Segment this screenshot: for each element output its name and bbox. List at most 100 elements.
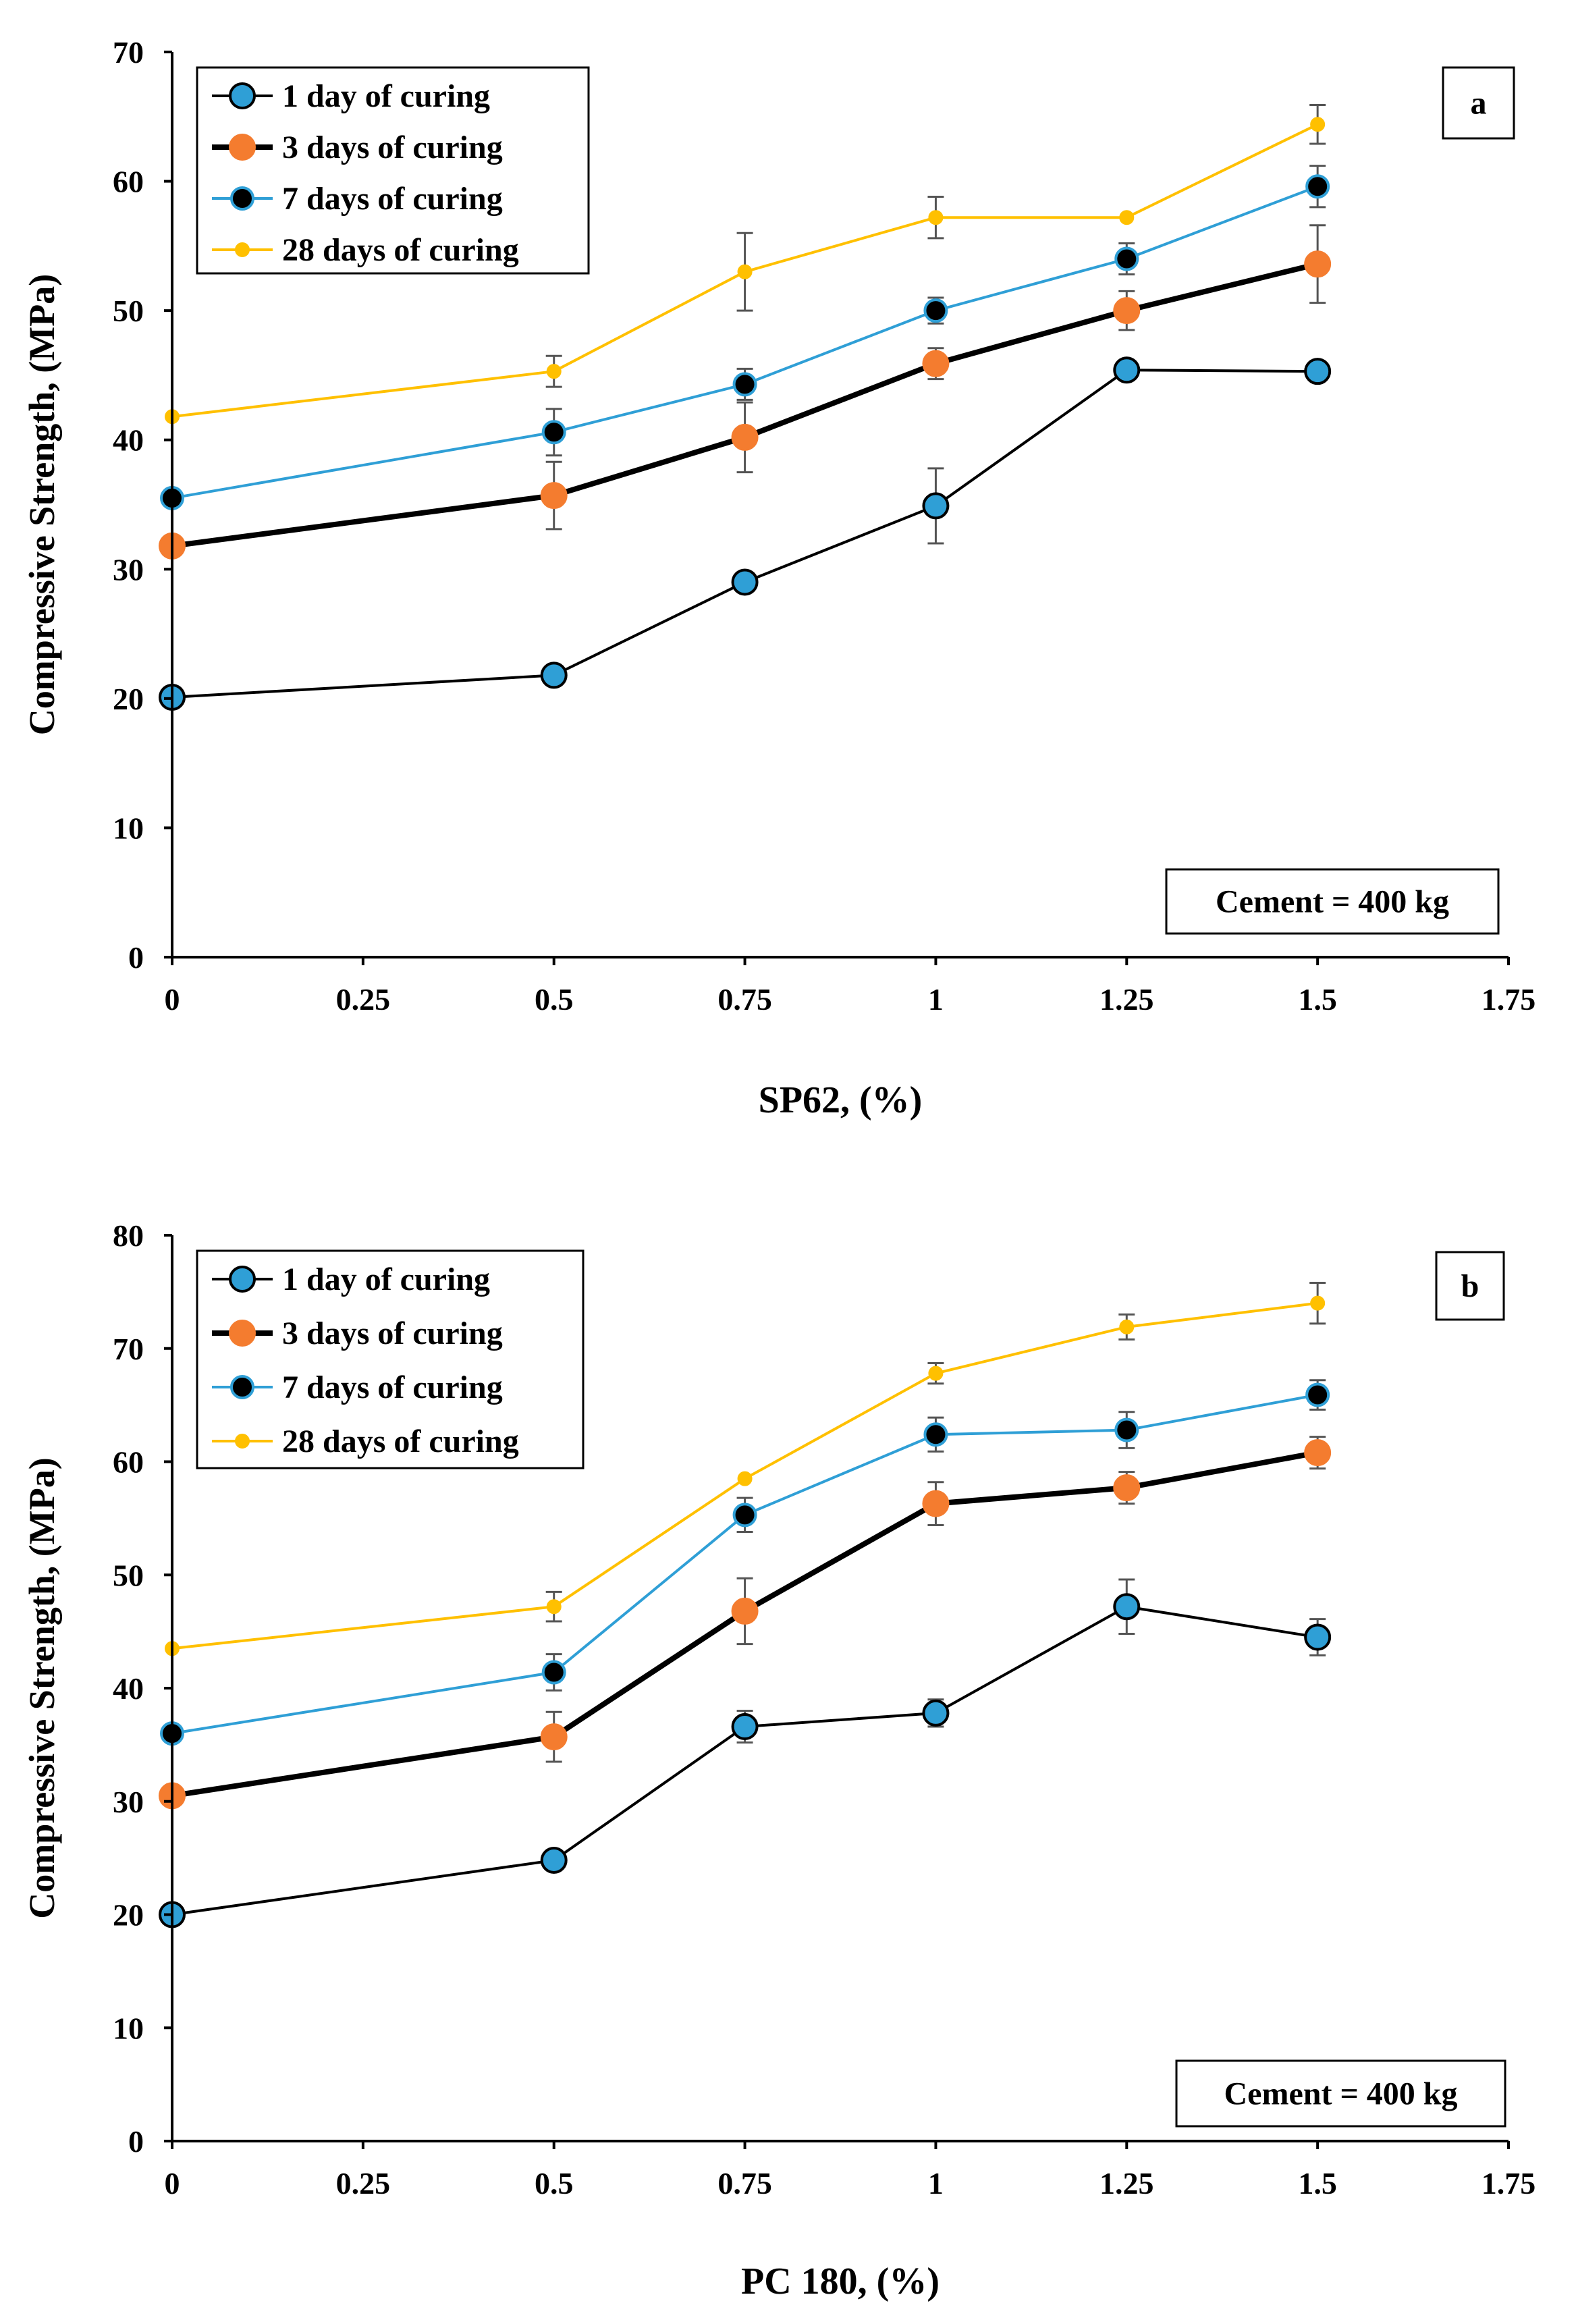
- y-tick-label: 20: [113, 1898, 144, 1933]
- y-tick-label: 30: [113, 1785, 144, 1819]
- series-1-day-of-curing-point: [731, 1713, 759, 1741]
- x-tick-label: 1.25: [1099, 982, 1154, 1017]
- series-28-days-of-curing-point: [1310, 117, 1326, 132]
- y-tick-label: 30: [113, 552, 144, 587]
- series-7-days-of-curing-point: [1305, 1382, 1330, 1407]
- legend-entry-label: 1 day of curing: [282, 78, 490, 114]
- legend-marker-swatch: [229, 134, 256, 161]
- series-1-day-of-curing-point: [540, 1846, 568, 1874]
- series-1-day-of-curing-line: [171, 1605, 1318, 1916]
- legend-entry-label: 28 days of curing: [282, 232, 519, 268]
- panel-label-frame: [1442, 66, 1515, 140]
- series-3-days-of-curing-point: [1113, 1474, 1141, 1502]
- annotation-text: Cement = 400 kg: [1216, 884, 1449, 920]
- series-1-day-of-curing-point: [540, 661, 568, 689]
- tick-label-layer: 0 10 20 30 40 50 60 70 80 0 0.25 0.5 0.75 1 1.25 1.5 1.7…: [113, 1218, 1536, 2200]
- series-1-day-of-curing-point: [731, 568, 759, 596]
- panel-label-box: a: [1442, 66, 1515, 140]
- x-tick-label: 0.5: [535, 2166, 574, 2200]
- y-tick-label: 40: [113, 423, 144, 458]
- series-28-days-of-curing-point: [546, 1599, 562, 1615]
- y-tick-label: 70: [113, 1332, 144, 1366]
- series-28-days-of-curing-point: [1119, 210, 1135, 225]
- x-tick-label: 0.25: [336, 982, 391, 1017]
- series-28-days-of-curing-point: [546, 364, 562, 379]
- series-1-day-of-curing-line: [171, 369, 1318, 699]
- x-axis-label: PC 180, (%): [741, 2261, 940, 2302]
- y-tick-label: 10: [113, 2011, 144, 2045]
- y-axis-label: Compressive Strength, (MPa): [22, 274, 62, 735]
- y-tick-label: 80: [113, 1218, 144, 1253]
- series-7-days-of-curing-point: [1114, 1417, 1139, 1442]
- series-28-days-of-curing-point: [737, 1471, 753, 1486]
- series-28-days-of-curing-point: [1310, 1295, 1326, 1311]
- y-tick-label: 0: [128, 2124, 144, 2159]
- tick-label-layer: 0 10 20 30 40 50 60 70 0 0.25 0.5 0.75 1 1.25 1.5 1.75: [113, 35, 1536, 1017]
- legend-marker-swatch: [229, 1266, 256, 1293]
- series-3-days-of-curing-point: [1304, 250, 1332, 278]
- annotation-box: Cement = 400 kg: [1165, 868, 1500, 935]
- series-3-days-of-curing-point: [540, 1723, 568, 1751]
- annotation-frame: [1175, 2059, 1506, 2128]
- y-tick-label: 60: [113, 165, 144, 199]
- marker-layer: [159, 1295, 1332, 1928]
- y-tick-label: 10: [113, 811, 144, 845]
- chart-panel-b: 0 10 20 30 40 50 60 70 80 0 0.25 0.5 0.75 1 1.25 1.5 1.7…: [22, 1218, 1536, 2302]
- legend-frame: [196, 66, 590, 275]
- series-3-days-of-curing-point: [731, 1597, 759, 1625]
- x-tick-label: 1: [928, 2166, 944, 2200]
- x-tick-label: 0.25: [336, 2166, 391, 2200]
- series-7-days-of-curing-point: [732, 372, 757, 397]
- axis-layer: [164, 51, 1510, 965]
- x-tick-label: 1.75: [1482, 982, 1536, 1017]
- series-7-days-of-curing-point: [732, 1503, 757, 1528]
- series-1-day-of-curing-point: [1113, 1593, 1141, 1621]
- legend-marker-swatch: [229, 1320, 256, 1347]
- annotation-frame: [1165, 868, 1500, 935]
- series-28-days-of-curing-point: [928, 210, 944, 225]
- series-7-days-of-curing-point: [923, 1422, 948, 1447]
- series-3-days-of-curing-point: [731, 423, 759, 451]
- series-1-day-of-curing-point: [1113, 356, 1141, 384]
- x-tick-label: 1.5: [1298, 982, 1337, 1017]
- annotation-box: Cement = 400 kg: [1175, 2059, 1506, 2128]
- y-tick-label: 50: [113, 1558, 144, 1592]
- legend-entry-label: 1 day of curing: [282, 1262, 490, 1297]
- legend: 1 day of curing 3 days of curing 7 days of…: [196, 66, 590, 275]
- series-3-days-of-curing-line: [171, 261, 1319, 549]
- legend-marker-swatch: [230, 1375, 254, 1399]
- panel-label: a: [1471, 86, 1487, 121]
- y-tick-label: 20: [113, 682, 144, 716]
- y-tick-label: 70: [113, 35, 144, 70]
- x-axis-label: SP62, (%): [759, 1079, 923, 1121]
- series-3-days-of-curing-point: [922, 350, 950, 377]
- series-7-days-of-curing-point: [923, 298, 948, 323]
- panel-label-box: b: [1435, 1251, 1505, 1321]
- legend: 1 day of curing 3 days of curing 7 days of…: [196, 1249, 585, 1469]
- legend-marker-swatch: [230, 186, 254, 211]
- series-7-days-of-curing-point: [1114, 246, 1139, 271]
- legend-entry-label: 28 days of curing: [282, 1424, 519, 1459]
- y-tick-label: 60: [113, 1445, 144, 1480]
- x-tick-label: 0: [165, 982, 180, 1017]
- series-3-days-of-curing-point: [1304, 1439, 1332, 1467]
- series-28-days-of-curing-point: [1119, 1319, 1135, 1334]
- series-1-day-of-curing-point: [922, 492, 950, 520]
- series-7-days-of-curing-line: [171, 1393, 1318, 1735]
- legend-frame: [196, 1249, 585, 1469]
- axis-layer: [164, 1234, 1510, 2149]
- legend-entry-label: 3 days of curing: [282, 1316, 503, 1351]
- series-28-days-of-curing-point: [737, 264, 753, 279]
- x-tick-label: 1.75: [1482, 2166, 1536, 2200]
- legend-marker-swatch: [229, 82, 256, 109]
- x-tick-label: 0: [165, 2166, 180, 2200]
- x-tick-label: 0.75: [717, 982, 772, 1017]
- series-28-days-of-curing-line: [171, 1301, 1318, 1650]
- series-28-days-of-curing-line: [171, 123, 1319, 418]
- y-tick-label: 0: [128, 940, 144, 975]
- series-1-day-of-curing-point: [1304, 1623, 1332, 1651]
- legend-entry-label: 3 days of curing: [282, 130, 503, 165]
